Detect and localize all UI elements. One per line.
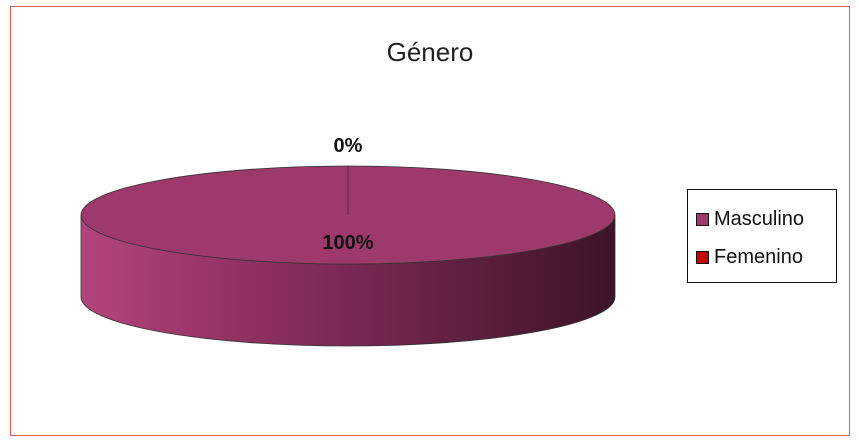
legend-swatch-femenino	[696, 250, 709, 264]
data-label-masculino: 100%	[322, 232, 373, 254]
legend-item-femenino: Femenino	[696, 238, 836, 276]
legend-swatch-masculino	[696, 212, 709, 226]
legend: Masculino Femenino	[687, 189, 837, 283]
legend-item-masculino: Masculino	[696, 200, 836, 238]
legend-label-masculino: Masculino	[714, 207, 805, 230]
legend-label-femenino: Femenino	[714, 245, 803, 268]
data-label-femenino: 0%	[334, 135, 363, 157]
chart-title: Género	[386, 37, 474, 67]
